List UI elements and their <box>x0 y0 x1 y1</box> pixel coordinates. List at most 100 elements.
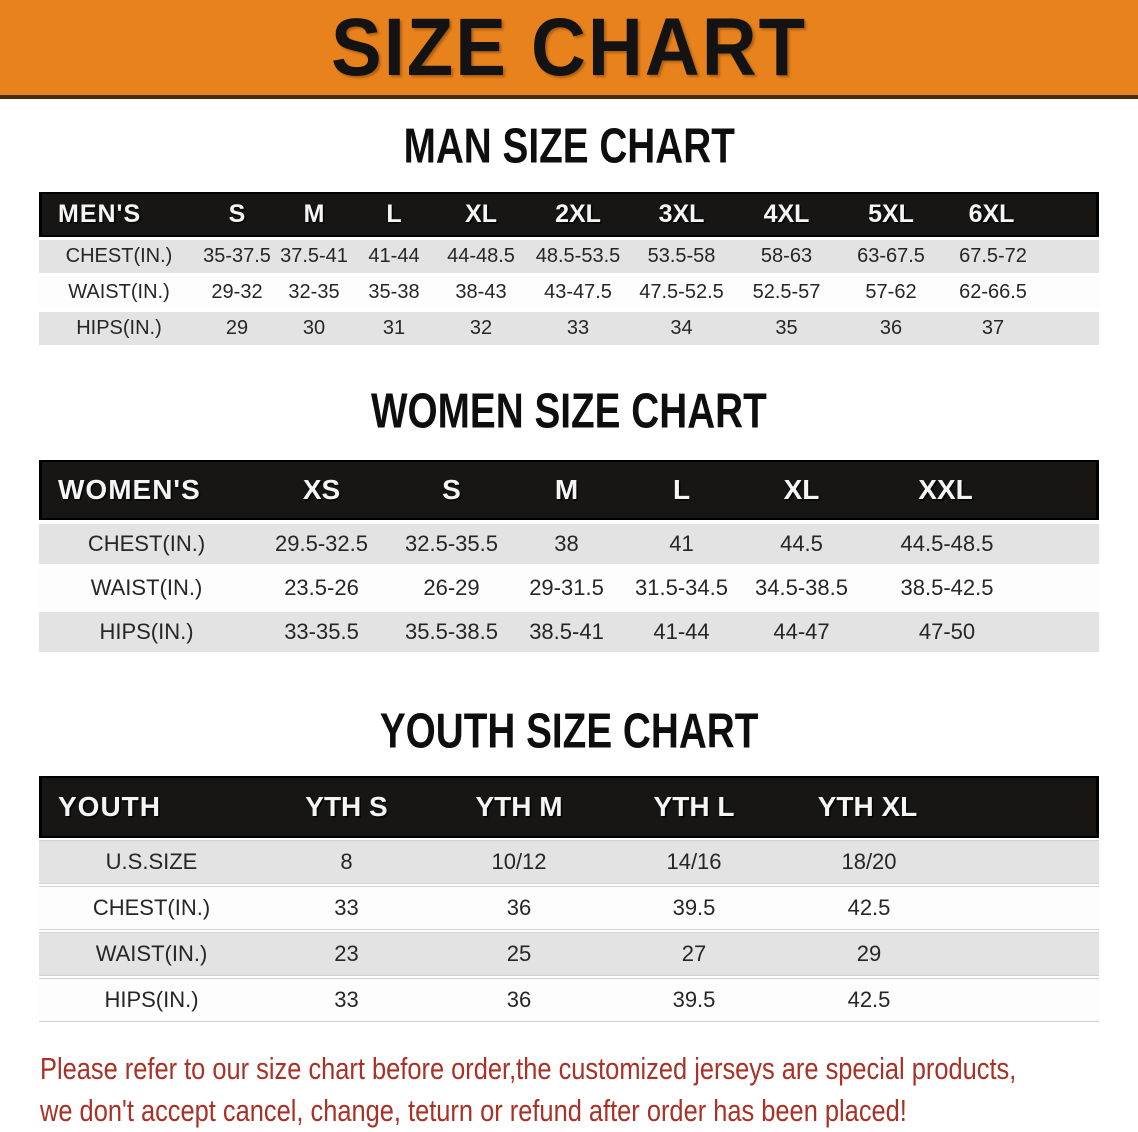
size-header-cell: YTH M <box>429 776 609 838</box>
size-header-cell: XXL <box>859 460 1099 520</box>
value-cell: 47.5-52.5 <box>629 276 734 309</box>
size-header-cell: YTH L <box>609 776 779 838</box>
value-cell: 33 <box>527 312 629 345</box>
value-cell: 44.5 <box>744 524 859 564</box>
row-label: HIPS(IN.) <box>39 612 254 652</box>
value-cell: 41 <box>619 524 744 564</box>
men-row-hipsin: HIPS(IN.) 29 30 31 32 33 34 35 36 37 <box>39 312 1099 345</box>
size-header-cell: M <box>514 460 619 520</box>
value-cell: 23.5-26 <box>254 568 389 608</box>
value-cell: 38.5-41 <box>514 612 619 652</box>
row-label: WAIST(IN.) <box>39 932 264 976</box>
value-cell: 27 <box>609 932 779 976</box>
row-label: CHEST(IN.) <box>39 886 264 930</box>
row-label: CHEST(IN.) <box>39 240 199 273</box>
row-label: WAIST(IN.) <box>39 276 199 309</box>
value-cell: 29.5-32.5 <box>254 524 389 564</box>
value-cell: 29-31.5 <box>514 568 619 608</box>
youth-row-chestin: CHEST(IN.) 33 36 39.5 42.5 <box>39 886 1099 930</box>
size-header-cell: 3XL <box>629 192 734 237</box>
size-header-cell: L <box>619 460 744 520</box>
value-cell: 29 <box>779 932 1099 976</box>
value-cell: 42.5 <box>779 886 1099 930</box>
youth-row-waistin: WAIST(IN.) 23 25 27 29 <box>39 932 1099 976</box>
value-cell: 32 <box>435 312 527 345</box>
youth-row-hipsin: HIPS(IN.) 33 36 39.5 42.5 <box>39 978 1099 1022</box>
size-header-cell: 4XL <box>734 192 839 237</box>
value-cell: 41-44 <box>353 240 435 273</box>
size-header-cell: 2XL <box>527 192 629 237</box>
value-cell: 62-66.5 <box>943 276 1099 309</box>
value-cell: 44.5-48.5 <box>859 524 1099 564</box>
value-cell: 35-37.5 <box>199 240 275 273</box>
men-group-label: MEN'S <box>39 192 199 237</box>
footnote-line-2: we don't accept cancel, change, teturn o… <box>40 1092 907 1128</box>
value-cell: 14/16 <box>609 840 779 884</box>
value-cell: 32-35 <box>275 276 353 309</box>
value-cell: 35 <box>734 312 839 345</box>
row-label: HIPS(IN.) <box>39 978 264 1022</box>
youth-size-table: YOUTH YTH S YTH M YTH L YTH XL U.S.SIZE 8 10/12… <box>39 774 1099 1024</box>
size-header-cell: YTH S <box>264 776 429 838</box>
value-cell: 44-48.5 <box>435 240 527 273</box>
value-cell: 8 <box>264 840 429 884</box>
value-cell: 32.5-35.5 <box>389 524 514 564</box>
chart-title-text: WOMEN SIZE CHART <box>371 384 767 439</box>
row-label: U.S.SIZE <box>39 840 264 884</box>
chart-title-text: MAN SIZE CHART <box>403 119 735 174</box>
size-header-cell: XS <box>254 460 389 520</box>
value-cell: 38-43 <box>435 276 527 309</box>
value-cell: 42.5 <box>779 978 1099 1022</box>
value-cell: 44-47 <box>744 612 859 652</box>
value-cell: 18/20 <box>779 840 1099 884</box>
size-header-cell: XL <box>744 460 859 520</box>
value-cell: 29-32 <box>199 276 275 309</box>
value-cell: 37 <box>943 312 1099 345</box>
value-cell: 35-38 <box>353 276 435 309</box>
value-cell: 67.5-72 <box>943 240 1099 273</box>
chart-title-text: YOUTH SIZE CHART <box>379 704 759 759</box>
value-cell: 48.5-53.5 <box>527 240 629 273</box>
women-size-table: WOMEN'S XS S M L XL XXL CHEST(IN.) 29.5-32.5 32.5… <box>39 456 1099 656</box>
value-cell: 63-67.5 <box>839 240 943 273</box>
size-header-cell: YTH XL <box>779 776 1099 838</box>
youth-group-label: YOUTH <box>39 776 264 838</box>
value-cell: 47-50 <box>859 612 1099 652</box>
value-cell: 34.5-38.5 <box>744 568 859 608</box>
footnote-line-1: Please refer to our size chart before or… <box>40 1051 1017 1086</box>
size-header-cell: M <box>275 192 353 237</box>
size-header-cell: S <box>389 460 514 520</box>
size-header-cell: XL <box>435 192 527 237</box>
value-cell: 31.5-34.5 <box>619 568 744 608</box>
men-size-table: MEN'S S M L XL 2XL 3XL 4XL 5XL 6XL CHEST(IN.) 35-37… <box>39 189 1099 348</box>
value-cell: 36 <box>429 886 609 930</box>
value-cell: 25 <box>429 932 609 976</box>
value-cell: 33 <box>264 886 429 930</box>
value-cell: 53.5-58 <box>629 240 734 273</box>
value-cell: 36 <box>839 312 943 345</box>
size-header-cell: 5XL <box>839 192 943 237</box>
value-cell: 29 <box>199 312 275 345</box>
value-cell: 41-44 <box>619 612 744 652</box>
men-row-chestin: CHEST(IN.) 35-37.5 37.5-41 41-44 44-48.5 48.5… <box>39 240 1099 273</box>
women-row-hipsin: HIPS(IN.) 33-35.5 35.5-38.5 38.5-41 41-44 44-… <box>39 612 1099 652</box>
banner-title: SIZE CHART <box>331 1 807 93</box>
men-header-row: MEN'S S M L XL 2XL 3XL 4XL 5XL 6XL <box>39 192 1099 237</box>
value-cell: 33-35.5 <box>254 612 389 652</box>
size-charts: MAN SIZE CHART MEN'S S M L XL 2XL 3XL 4XL 5XL 6XL C… <box>0 119 1138 1024</box>
value-cell: 39.5 <box>609 886 779 930</box>
size-header-cell: S <box>199 192 275 237</box>
value-cell: 34 <box>629 312 734 345</box>
row-label: HIPS(IN.) <box>39 312 199 345</box>
youth-header-row: YOUTH YTH S YTH M YTH L YTH XL <box>39 776 1099 838</box>
value-cell: 58-63 <box>734 240 839 273</box>
value-cell: 33 <box>264 978 429 1022</box>
youth-row-ussize: U.S.SIZE 8 10/12 14/16 18/20 <box>39 840 1099 884</box>
value-cell: 38.5-42.5 <box>859 568 1099 608</box>
value-cell: 38 <box>514 524 619 564</box>
value-cell: 37.5-41 <box>275 240 353 273</box>
women-row-chestin: CHEST(IN.) 29.5-32.5 32.5-35.5 38 41 44.5 44.5… <box>39 524 1099 564</box>
men-row-waistin: WAIST(IN.) 29-32 32-35 35-38 38-43 43-47.5 47.… <box>39 276 1099 309</box>
banner: SIZE CHART <box>0 0 1138 99</box>
